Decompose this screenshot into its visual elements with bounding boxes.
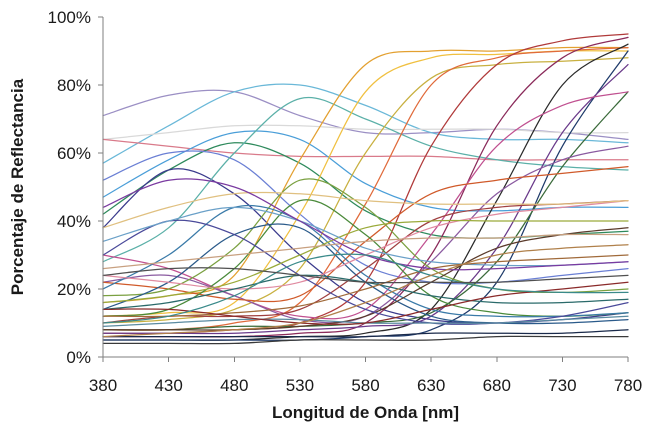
series-line-muestra-02: [102, 83, 629, 164]
y-tick-label: 40%: [57, 212, 91, 231]
series-line-muestra-41: [102, 178, 629, 271]
series-line-muestra-04: [102, 138, 629, 161]
x-tick-label: 580: [351, 376, 379, 395]
x-tick-label: 630: [417, 376, 445, 395]
series-line-muestra-35: [102, 254, 629, 318]
x-tick-label: 480: [220, 376, 248, 395]
series-line-muestra-13: [102, 46, 629, 331]
x-axis-title: Longitud de Onda [nm]: [272, 403, 459, 422]
series-line-muestra-36: [102, 335, 629, 345]
series-line-muestra-40: [102, 191, 629, 229]
series-line-muestra-03: [102, 124, 629, 141]
series-line-muestra-31: [102, 219, 629, 304]
series-line-muestra-34: [102, 233, 629, 270]
x-tick-label: 680: [483, 376, 511, 395]
series-line-muestra-33: [102, 206, 629, 267]
series-line-muestra-43: [102, 244, 629, 338]
x-tick-label: 530: [286, 376, 314, 395]
series-line-muestra-09: [102, 96, 629, 263]
y-tick-label: 60%: [57, 144, 91, 163]
series-line-muestra-37: [102, 329, 629, 338]
y-tick-label: 100%: [48, 8, 91, 27]
series-line-muestra-42: [102, 253, 629, 324]
x-ticks: 380 430 480 530 580 630 680 730 780: [89, 357, 642, 395]
y-tick-label: 0%: [66, 348, 91, 367]
series-line-muestra-39: [102, 281, 629, 325]
series-line-muestra-25: [102, 204, 629, 318]
x-tick-label: 780: [614, 376, 642, 395]
series-line-muestra-06: [102, 142, 629, 239]
series-line-muestra-28: [102, 227, 629, 331]
x-tick-label: 730: [548, 376, 576, 395]
series-line-muestra-12: [102, 57, 629, 324]
y-tick-label: 80%: [57, 76, 91, 95]
y-axis-title: Porcentaje de Reflectancia: [8, 78, 27, 295]
series-line-muestra-16: [102, 43, 629, 341]
series-line-muestra-44: [102, 267, 629, 284]
series-line-muestra-05: [102, 130, 629, 212]
series-line-muestra-20: [102, 91, 629, 320]
y-ticks: 0% 20% 40% 60% 80% 100%: [48, 8, 103, 367]
curves-layer: [102, 33, 629, 345]
series-line-muestra-07: [102, 150, 629, 285]
series-line-muestra-18: [102, 63, 629, 335]
series-line-muestra-17: [102, 50, 629, 341]
x-tick-label: 380: [89, 376, 117, 395]
y-tick-label: 20%: [57, 280, 91, 299]
series-line-muestra-30: [102, 219, 629, 325]
x-tick-label: 430: [154, 376, 182, 395]
series-line-muestra-27: [102, 199, 629, 324]
